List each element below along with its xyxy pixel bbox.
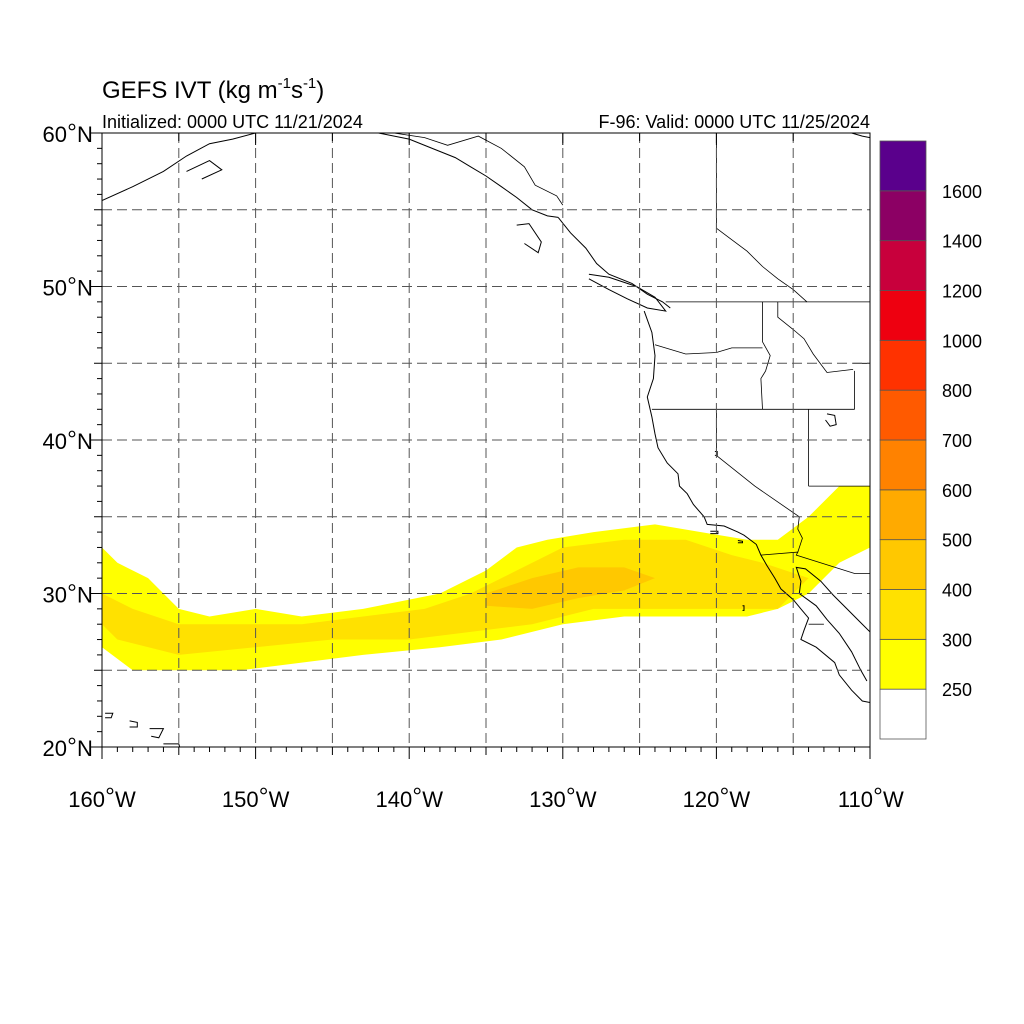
border-mt-id — [777, 301, 854, 373]
colorbar-box — [879, 339, 927, 391]
degree-symbol — [874, 787, 882, 795]
colorbar-box — [879, 290, 927, 341]
colorbar-box — [879, 589, 927, 640]
valid-label: F-96: Valid: 0000 UTC 11/25/2024 — [599, 112, 871, 132]
lat-hemisphere: N — [77, 276, 93, 301]
coastline-haida-gwaii — [516, 223, 542, 254]
coastline-hawaii-4 — [163, 743, 181, 747]
degree-symbol — [260, 787, 268, 795]
lat-label-30: 30 — [43, 583, 67, 608]
coastline-bc-coast — [557, 217, 671, 309]
colorbar: 250 300 400 500 600 700 800 1000 1200 1400 1600 — [879, 140, 982, 740]
colorbar-label: 1200 — [942, 282, 982, 302]
border-alaska-bc — [393, 133, 564, 206]
coastline-guadalupe-island — [742, 605, 745, 611]
coastline-hawaii-3 — [149, 728, 165, 739]
coastline-vancouver-island — [588, 273, 667, 312]
lon-hemisphere: W — [576, 787, 597, 812]
degree-symbol — [567, 787, 575, 795]
colorbar-label: 300 — [942, 630, 972, 650]
coastline-hawaii-2 — [129, 720, 138, 728]
border-us-mexico — [760, 551, 870, 574]
lon-hemisphere: W — [115, 787, 136, 812]
lon-hemisphere: W — [269, 787, 290, 812]
lon-label-130: 130 — [529, 787, 566, 812]
lon-hemisphere: W — [422, 787, 443, 812]
lat-hemisphere: N — [77, 583, 93, 608]
colorbar-box — [879, 190, 927, 242]
lon-label-160: 160 — [68, 787, 105, 812]
latitude-labels: 60 N 50 N 40 N 30 N 20 N — [43, 122, 93, 761]
lat-lon-grid — [102, 133, 870, 747]
lon-label-150: 150 — [222, 787, 259, 812]
colorbar-label: 800 — [942, 381, 972, 401]
colorbar-label: 1000 — [942, 331, 982, 351]
colorbar-box — [879, 140, 927, 192]
coastline-gulf-of-california — [795, 566, 870, 682]
coastline-hudson-bay-edge — [851, 133, 870, 139]
coastline-great-salt-lake — [825, 413, 837, 427]
degree-symbol — [68, 584, 76, 591]
coastline-channel-islands-2 — [737, 540, 743, 544]
degree-symbol — [721, 787, 728, 795]
coastline-channel-islands-1 — [710, 530, 719, 535]
degree-symbol — [68, 277, 76, 284]
plot-title: GEFS IVT (kg m-1s-1) — [102, 75, 324, 104]
colorbar-box — [879, 489, 927, 541]
border-bc-alberta — [716, 133, 808, 303]
lon-label-140: 140 — [375, 787, 412, 812]
axis-ticks — [90, 132, 871, 759]
lat-label-40: 40 — [43, 429, 67, 454]
coastline-hawaii-1 — [105, 712, 114, 719]
colorbar-box — [879, 439, 927, 491]
longitude-labels: 160 W 150 W 140 W 130 W 120 W 110 W — [68, 787, 904, 812]
ivt-band-300 — [102, 539, 809, 655]
colorbar-label: 1600 — [942, 182, 982, 202]
colorbar-box — [879, 638, 927, 690]
degree-symbol — [68, 430, 76, 438]
colorbar-box — [879, 539, 927, 590]
lat-label-20: 20 — [43, 736, 67, 761]
map-panel: 60 N 50 N 40 N 30 N 20 N 160 W 150 W 140 W 130 W 120 W 110 W — [43, 122, 904, 812]
colorbar-label: 700 — [942, 431, 972, 451]
colorbar-label: 600 — [942, 481, 972, 501]
lon-label-120: 120 — [683, 787, 720, 812]
coastline-us-west-coast — [643, 310, 870, 703]
colorbar-label: 400 — [942, 581, 972, 601]
border-az-ca — [797, 516, 803, 553]
colorbar-label: 250 — [942, 680, 972, 700]
lat-hemisphere: N — [77, 429, 93, 454]
lat-label-60: 60 — [43, 122, 67, 147]
colorbar-box — [879, 389, 927, 441]
coastline-kodiak — [186, 160, 223, 180]
lon-hemisphere: W — [883, 787, 904, 812]
ivt-band-400 — [486, 567, 655, 609]
colorbar-label: 500 — [942, 531, 972, 551]
lon-label-110: 110 — [838, 787, 873, 812]
colorbar-label: 1400 — [942, 232, 982, 252]
degree-symbol — [106, 787, 114, 795]
initialized-label: Initialized: 0000 UTC 11/21/2024 — [102, 112, 363, 132]
lat-hemisphere: N — [77, 736, 93, 761]
colorbar-box — [879, 688, 927, 740]
lon-hemisphere: W — [729, 787, 750, 812]
coastline-alaska — [102, 133, 559, 218]
degree-symbol — [413, 787, 421, 795]
ivt-shading — [102, 486, 870, 671]
degree-symbol — [68, 123, 76, 131]
degree-symbol — [68, 737, 76, 745]
lat-label-50: 50 — [43, 276, 67, 301]
colorbar-box — [879, 240, 927, 291]
coastlines — [102, 133, 870, 747]
border-ca-nv — [716, 409, 800, 518]
lat-hemisphere: N — [77, 122, 93, 147]
